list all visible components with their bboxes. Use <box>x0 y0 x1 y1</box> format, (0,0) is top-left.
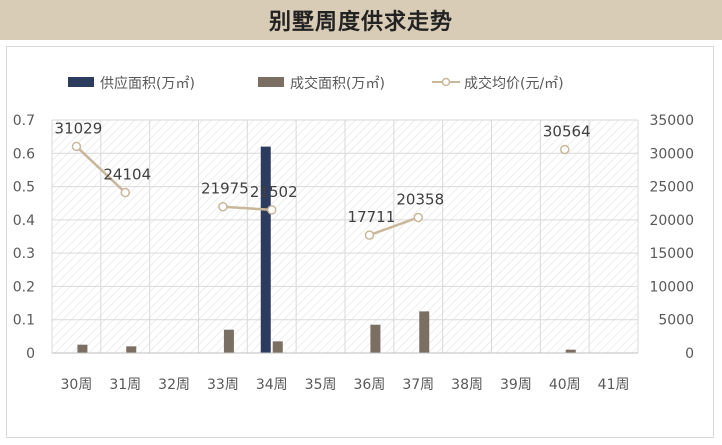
price-point <box>120 187 130 198</box>
price-point <box>364 230 375 240</box>
legend-label: 成交面积(万㎡) <box>290 75 385 92</box>
price-data-label: 20358 <box>396 190 444 208</box>
price-data-label: 30564 <box>543 123 591 141</box>
left-axis-tick-label: 0.1 <box>13 313 35 329</box>
legend-item: 供应面积(万㎡) <box>68 75 195 92</box>
price-data-label: 21502 <box>250 183 298 201</box>
x-axis-tick-label: 36周 <box>354 377 386 393</box>
legend-item: 成交面积(万㎡) <box>258 75 385 92</box>
legend-swatch <box>68 77 94 87</box>
right-axis-tick-label: 30000 <box>649 146 694 162</box>
transaction-bar <box>565 349 576 353</box>
legend-item: 成交均价(元/㎡) <box>432 75 564 92</box>
right-axis-tick-label: 0 <box>685 346 694 362</box>
price-data-label: 17711 <box>348 208 396 226</box>
title-bar: 别墅周度供求走势 <box>0 0 722 40</box>
left-axis-tick-label: 0.5 <box>13 180 35 196</box>
left-axis-tick-label: 0.2 <box>13 279 35 295</box>
legend-swatch <box>258 77 284 87</box>
left-axis-tick-label: 0.7 <box>13 113 35 129</box>
x-axis-tick-label: 30周 <box>61 377 93 393</box>
price-line-segment <box>75 145 127 194</box>
right-axis-tick-label: 15000 <box>649 246 694 262</box>
legend-label: 供应面积(万㎡) <box>100 75 195 92</box>
left-axis-tick-label: 0.6 <box>13 146 35 162</box>
transaction-bar <box>77 344 88 353</box>
chart-title: 别墅周度供求走势 <box>268 10 453 35</box>
right-axis-tick-label: 20000 <box>649 213 694 229</box>
x-axis-tick-label: 41周 <box>598 377 630 393</box>
price-point <box>413 212 423 223</box>
price-line-segment <box>222 205 272 212</box>
left-axis-tick-label: 0.3 <box>13 246 35 262</box>
transaction-bar <box>223 329 234 353</box>
transaction-bar <box>272 341 283 353</box>
price-point <box>267 205 277 215</box>
left-axis-tick-label: 0.4 <box>13 213 35 229</box>
x-axis-tick-label: 33周 <box>207 377 239 393</box>
right-axis-tick-label: 5000 <box>658 313 694 329</box>
right-axis-tick-label: 35000 <box>649 113 694 129</box>
price-point <box>218 201 228 212</box>
x-axis-tick-label: 31周 <box>109 377 141 393</box>
supply-bar <box>260 146 271 353</box>
price-point <box>71 141 82 152</box>
legend-label: 成交均价(元/㎡) <box>464 75 564 92</box>
x-axis-tick-label: 39周 <box>500 377 532 393</box>
transaction-bar <box>126 346 137 353</box>
x-axis-tick-label: 38周 <box>451 377 483 393</box>
transaction-bar <box>370 324 381 353</box>
price-data-label: 31029 <box>55 119 103 137</box>
x-axis-tick-label: 37周 <box>402 377 434 393</box>
x-axis-tick-label: 40周 <box>549 377 581 393</box>
legend-marker <box>441 77 451 87</box>
price-data-label: 21975 <box>201 180 249 198</box>
x-axis-tick-label: 34周 <box>256 377 288 393</box>
x-axis-tick-label: 32周 <box>158 377 190 393</box>
x-axis-tick-label: 35周 <box>305 377 337 393</box>
left-axis-tick-label: 0 <box>26 346 35 362</box>
price-line-segment <box>368 216 419 237</box>
right-axis-tick-label: 10000 <box>649 279 694 295</box>
price-data-label: 24104 <box>103 166 151 184</box>
right-axis-tick-label: 25000 <box>649 180 694 196</box>
price-point <box>560 144 570 155</box>
transaction-bar <box>419 311 430 353</box>
